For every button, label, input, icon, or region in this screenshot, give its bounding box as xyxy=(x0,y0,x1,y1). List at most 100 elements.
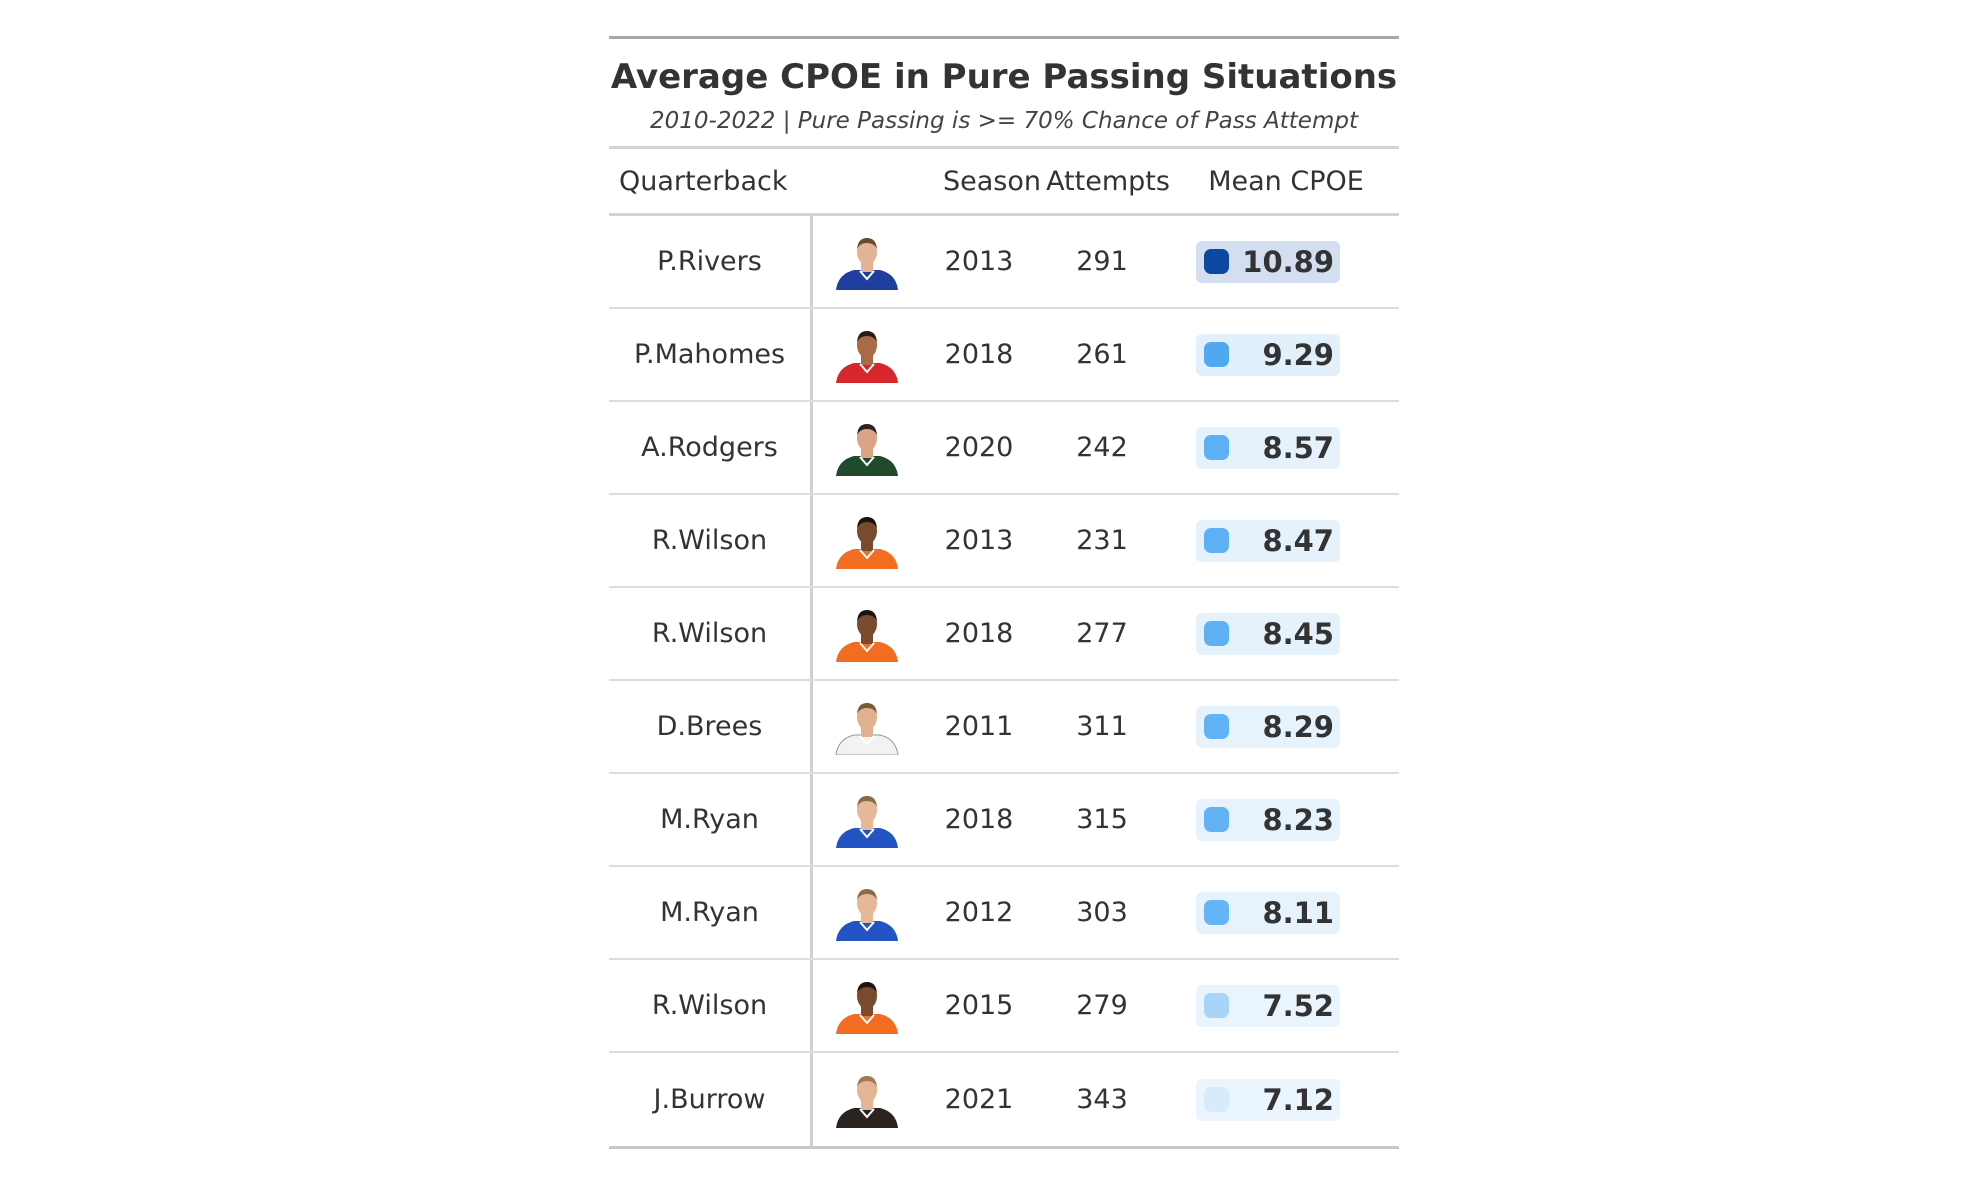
season-cell: 2015 xyxy=(944,990,1014,1021)
table-row: P.Mahomes 2018 261 9.29 xyxy=(609,309,1399,402)
cpoe-color-dot xyxy=(1204,621,1229,646)
season-cell: 2011 xyxy=(944,711,1014,742)
cpoe-value: 8.47 xyxy=(1262,523,1334,558)
quarterback-name: R.Wilson xyxy=(609,495,813,586)
quarterback-name: A.Rodgers xyxy=(609,402,813,493)
attempts-cell: 315 xyxy=(1076,804,1128,835)
attempts-cell: 291 xyxy=(1076,246,1128,277)
season-cell: 2021 xyxy=(944,1084,1014,1115)
mean-cpoe-cell: 8.29 xyxy=(1167,705,1399,748)
attempts-cell: 303 xyxy=(1076,897,1128,928)
attempts-cell: 311 xyxy=(1076,711,1128,742)
quarterback-name: M.Ryan xyxy=(609,867,813,958)
cpoe-table: Average CPOE in Pure Passing Situations … xyxy=(609,36,1399,1149)
quarterback-name: M.Ryan xyxy=(609,774,813,865)
table-bottom-rule xyxy=(609,1146,1399,1149)
cpoe-pill: 8.29 xyxy=(1196,705,1340,748)
cpoe-pill: 8.47 xyxy=(1196,519,1340,562)
attempts-cell: 231 xyxy=(1076,525,1128,556)
quarterback-name: R.Wilson xyxy=(609,960,813,1051)
season-cell: 2018 xyxy=(944,339,1014,370)
cpoe-color-dot xyxy=(1204,435,1229,460)
headshot-cell xyxy=(813,216,921,307)
cpoe-pill: 9.29 xyxy=(1196,333,1340,376)
table-row: P.Rivers 2013 291 10.89 xyxy=(609,216,1399,309)
mean-cpoe-cell: 8.11 xyxy=(1167,891,1399,934)
cpoe-value: 8.11 xyxy=(1262,895,1334,930)
quarterback-name: P.Mahomes xyxy=(609,309,813,400)
cpoe-pill: 8.23 xyxy=(1196,798,1340,841)
mean-cpoe-cell: 8.45 xyxy=(1167,612,1399,655)
player-headshot-icon xyxy=(835,702,899,755)
attempts-cell: 261 xyxy=(1076,339,1128,370)
table-row: M.Ryan 2012 303 8.11 xyxy=(609,867,1399,960)
cpoe-color-dot xyxy=(1204,993,1229,1018)
table-row: J.Burrow 2021 343 7.12 xyxy=(609,1053,1399,1146)
table-row: R.Wilson 2015 279 7.52 xyxy=(609,960,1399,1053)
cpoe-color-dot xyxy=(1204,714,1229,739)
table-subtitle: 2010-2022 | Pure Passing is >= 70% Chanc… xyxy=(650,108,1358,134)
column-header-row: Quarterback Season Attempts Mean CPOE xyxy=(609,149,1399,213)
cpoe-color-dot xyxy=(1204,807,1229,832)
season-cell: 2018 xyxy=(944,804,1014,835)
attempts-cell: 343 xyxy=(1076,1084,1128,1115)
mean-cpoe-cell: 8.57 xyxy=(1167,426,1399,469)
headshot-cell xyxy=(813,960,921,1051)
attempts-cell: 279 xyxy=(1076,990,1128,1021)
headshot-cell xyxy=(813,774,921,865)
headshot-cell xyxy=(813,588,921,679)
mean-cpoe-cell: 9.29 xyxy=(1167,333,1399,376)
table-row: D.Brees 2011 311 8.29 xyxy=(609,681,1399,774)
season-cell: 2012 xyxy=(944,897,1014,928)
cpoe-pill: 8.45 xyxy=(1196,612,1340,655)
player-headshot-icon xyxy=(836,237,898,290)
table-row: M.Ryan 2018 315 8.23 xyxy=(609,774,1399,867)
cpoe-color-dot xyxy=(1204,249,1229,274)
header-quarterback: Quarterback xyxy=(619,165,788,197)
player-headshot-icon xyxy=(836,1075,898,1128)
player-headshot-icon xyxy=(836,330,898,383)
player-headshot-icon xyxy=(836,888,898,941)
cpoe-value: 7.52 xyxy=(1262,988,1334,1023)
season-cell: 2018 xyxy=(944,618,1014,649)
cpoe-pill: 7.12 xyxy=(1196,1078,1340,1121)
cpoe-value: 8.23 xyxy=(1262,802,1334,837)
cpoe-value: 10.89 xyxy=(1242,244,1334,279)
cpoe-value: 9.29 xyxy=(1262,337,1334,372)
cpoe-color-dot xyxy=(1204,342,1229,367)
cpoe-value: 8.57 xyxy=(1262,430,1334,465)
player-headshot-icon xyxy=(836,795,898,848)
season-cell: 2013 xyxy=(944,525,1014,556)
header-top-rule xyxy=(609,146,1399,149)
mean-cpoe-cell: 7.52 xyxy=(1167,984,1399,1027)
quarterback-name: D.Brees xyxy=(609,681,813,772)
table-row: A.Rodgers 2020 242 8.57 xyxy=(609,402,1399,495)
cpoe-color-dot xyxy=(1204,1087,1229,1112)
season-cell: 2013 xyxy=(944,246,1014,277)
cpoe-pill: 7.52 xyxy=(1196,984,1340,1027)
player-headshot-icon xyxy=(836,423,898,476)
cpoe-pill: 8.57 xyxy=(1196,426,1340,469)
table-top-rule xyxy=(609,36,1399,39)
quarterback-name: J.Burrow xyxy=(609,1053,813,1146)
player-headshot-icon xyxy=(836,981,898,1034)
table-row: R.Wilson 2013 231 8.47 xyxy=(609,495,1399,588)
player-headshot-icon xyxy=(836,516,898,569)
headshot-cell xyxy=(813,1053,921,1146)
attempts-cell: 242 xyxy=(1076,432,1128,463)
headshot-cell xyxy=(813,495,921,586)
cpoe-value: 7.12 xyxy=(1262,1082,1334,1117)
headshot-cell xyxy=(813,402,921,493)
cpoe-color-dot xyxy=(1204,528,1229,553)
header-attempts: Attempts xyxy=(1046,165,1170,197)
mean-cpoe-cell: 8.47 xyxy=(1167,519,1399,562)
table-row: R.Wilson 2018 277 8.45 xyxy=(609,588,1399,681)
mean-cpoe-cell: 7.12 xyxy=(1167,1078,1399,1121)
cpoe-value: 8.29 xyxy=(1262,709,1334,744)
header-mean-cpoe: Mean CPOE xyxy=(1208,165,1364,197)
mean-cpoe-cell: 10.89 xyxy=(1167,240,1399,283)
cpoe-pill: 10.89 xyxy=(1196,240,1340,283)
table-title: Average CPOE in Pure Passing Situations xyxy=(610,57,1398,97)
mean-cpoe-cell: 8.23 xyxy=(1167,798,1399,841)
headshot-cell xyxy=(813,867,921,958)
